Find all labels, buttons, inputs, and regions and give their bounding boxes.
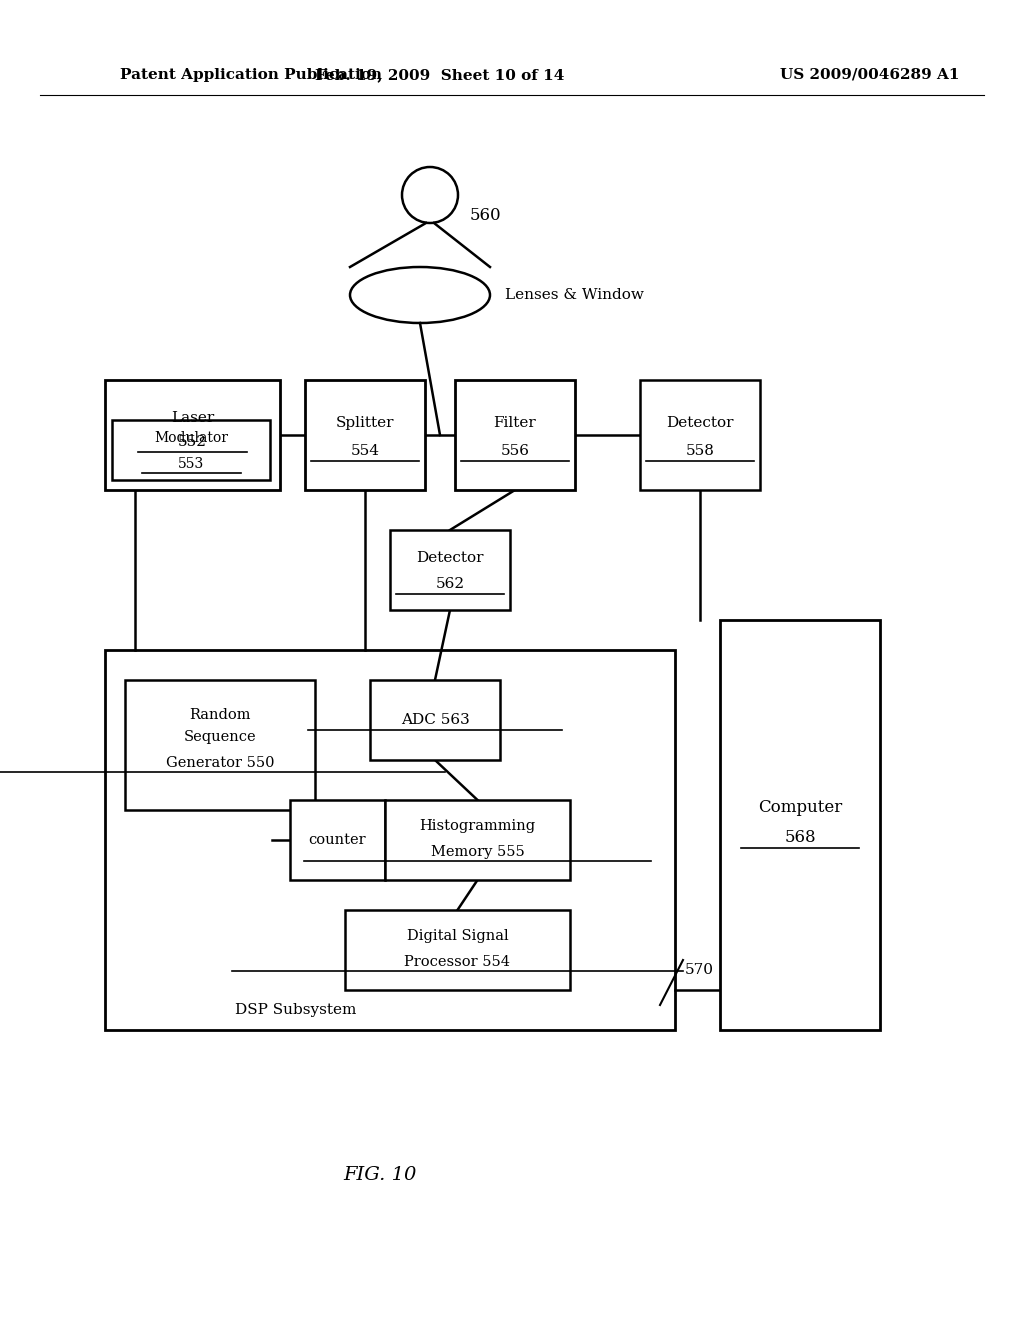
Text: Detector: Detector [667,416,734,430]
Text: Digital Signal: Digital Signal [407,929,508,942]
Text: Computer: Computer [758,799,842,816]
Bar [640,380,760,490]
Bar [390,531,510,610]
Bar [720,620,880,1030]
Bar [112,420,270,480]
Bar [125,680,315,810]
Text: US 2009/0046289 A1: US 2009/0046289 A1 [780,69,959,82]
Text: Modulator: Modulator [154,432,228,445]
Text: 568: 568 [784,829,816,846]
Text: 562: 562 [435,577,465,591]
Text: Detector: Detector [416,550,483,565]
Text: ADC 563: ADC 563 [400,713,469,727]
Bar [290,800,385,880]
Text: 554: 554 [350,444,380,458]
Text: Generator 550: Generator 550 [166,756,274,770]
Text: DSP Subsystem: DSP Subsystem [234,1003,356,1016]
Bar [345,909,570,990]
Text: 552: 552 [178,436,207,449]
Text: 556: 556 [501,444,529,458]
Text: 560: 560 [470,206,502,223]
Text: Splitter: Splitter [336,416,394,430]
Bar [370,680,500,760]
Text: FIG. 10: FIG. 10 [343,1166,417,1184]
Text: Patent Application Publication: Patent Application Publication [120,69,382,82]
Bar [385,800,570,880]
Text: counter: counter [308,833,367,847]
Text: Lenses & Window: Lenses & Window [505,288,644,302]
Text: 570: 570 [685,964,714,977]
Bar [105,649,675,1030]
Bar [455,380,575,490]
Text: Processor 554: Processor 554 [404,954,511,969]
Text: Memory 555: Memory 555 [431,845,524,859]
Bar [105,380,280,490]
Text: Histogramming: Histogramming [420,818,536,833]
Text: 558: 558 [685,444,715,458]
Text: Laser: Laser [171,411,214,425]
Text: Sequence: Sequence [183,730,256,744]
Bar [305,380,425,490]
Text: 553: 553 [178,457,204,471]
Text: Feb. 19, 2009  Sheet 10 of 14: Feb. 19, 2009 Sheet 10 of 14 [315,69,564,82]
Text: Filter: Filter [494,416,537,430]
Text: Random: Random [189,708,251,722]
